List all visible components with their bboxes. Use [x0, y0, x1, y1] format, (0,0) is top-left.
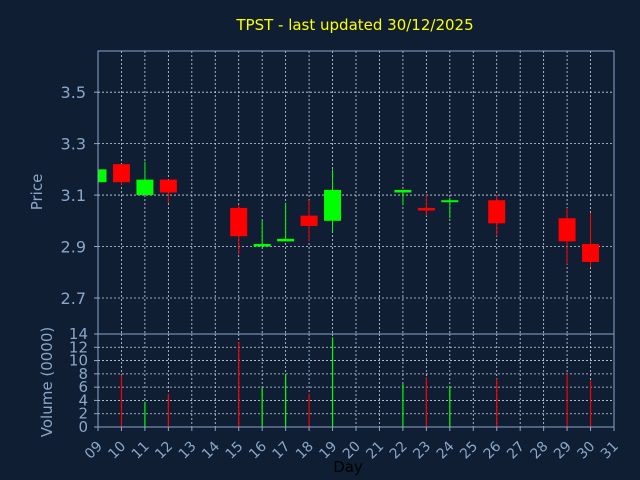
candle-body: [230, 207, 248, 237]
x-tick-label: 15: [223, 439, 247, 463]
candle-body: [136, 179, 154, 196]
x-tick-label: 28: [528, 439, 552, 463]
volume-axis-label: Volume (0000): [38, 327, 56, 437]
candle-body: [488, 200, 506, 224]
x-tick-label: 13: [176, 439, 200, 463]
x-tick-label: 16: [246, 438, 270, 462]
volume-bars: [120, 337, 592, 427]
x-tick-label: 31: [598, 439, 622, 463]
candle-body: [324, 189, 342, 221]
candle-day-26: [488, 195, 506, 237]
candle-day-11: [136, 161, 154, 196]
candle-body: [417, 207, 435, 211]
price-candles: [97, 161, 600, 268]
x-tick-label: 25: [457, 439, 481, 463]
candle-body: [300, 215, 318, 226]
price-tick-label: 3.3: [61, 135, 86, 154]
volume-tick-label: 14: [69, 325, 88, 343]
volume-tick-label: 0: [78, 418, 88, 436]
candle-day-10: [112, 164, 130, 185]
chart-title: TPST - last updated 30/12/2025: [235, 16, 473, 34]
x-tick-label: 24: [434, 438, 458, 462]
volume-tick-label: 2: [78, 405, 88, 423]
price-tick-label: 2.7: [61, 289, 86, 308]
volume-tick-label: 8: [78, 365, 88, 383]
candle-day-9: [97, 169, 107, 183]
candle-day-17: [277, 202, 295, 242]
candle-day-19: [324, 169, 342, 232]
candle-day-29: [558, 207, 576, 265]
candle-body: [582, 243, 600, 262]
volume-tick-label: 10: [69, 352, 88, 370]
candle-day-15: [230, 205, 248, 255]
candle-body: [394, 189, 412, 193]
candle-day-22: [394, 189, 412, 206]
price-tick-label: 3.1: [61, 186, 86, 205]
x-tick-label: 23: [410, 439, 434, 463]
candle-body: [441, 200, 459, 203]
price-axis-ticks: 2.7 2.9 3.1 3.3 3.5: [61, 83, 98, 308]
candle-day-16: [253, 220, 271, 247]
candle-body: [98, 169, 107, 183]
candle-body: [112, 164, 130, 183]
x-tick-label: 30: [574, 439, 598, 463]
volume-tick-label: 4: [78, 391, 88, 409]
x-tick-label: 26: [481, 438, 505, 462]
x-tick-label: 18: [293, 439, 317, 463]
x-tick-label: 14: [199, 438, 223, 462]
x-tick-label: 11: [129, 439, 153, 463]
x-tick-label: 12: [152, 439, 176, 463]
x-axis-label: Day: [333, 458, 363, 476]
candle-body: [277, 238, 295, 242]
x-tick-label: 09: [82, 439, 106, 463]
x-tick-label: 10: [105, 439, 129, 463]
candle-day-18: [300, 200, 318, 242]
x-tick-label: 22: [387, 439, 411, 463]
candle-day-30: [582, 213, 600, 268]
volume-gridlines: [98, 334, 614, 427]
candle-day-24: [441, 197, 459, 219]
price-tick-label: 2.9: [61, 238, 86, 257]
price-panel: 2.7 2.9 3.1 3.3 3.5 Price: [28, 50, 615, 335]
candle-day-23: [417, 195, 435, 216]
volume-tick-label: 12: [69, 338, 88, 356]
candle-body: [253, 243, 271, 247]
volume-tick-label: 6: [78, 378, 88, 396]
x-tick-label: 21: [363, 439, 387, 463]
x-tick-label: 27: [504, 439, 528, 463]
price-tick-label: 3.5: [61, 83, 86, 102]
x-tick-label: 17: [270, 439, 294, 463]
x-axis-ticks: 09 10 11 12 13 14 15 16 17 18 19 20 21 22 23 24 25 26 27 28…: [82, 427, 622, 462]
x-tick-label: 29: [551, 439, 575, 463]
price-axis-label: Price: [28, 174, 46, 211]
candle-body: [159, 179, 177, 193]
candle-day-12: [159, 179, 177, 203]
candle-body: [558, 218, 576, 242]
